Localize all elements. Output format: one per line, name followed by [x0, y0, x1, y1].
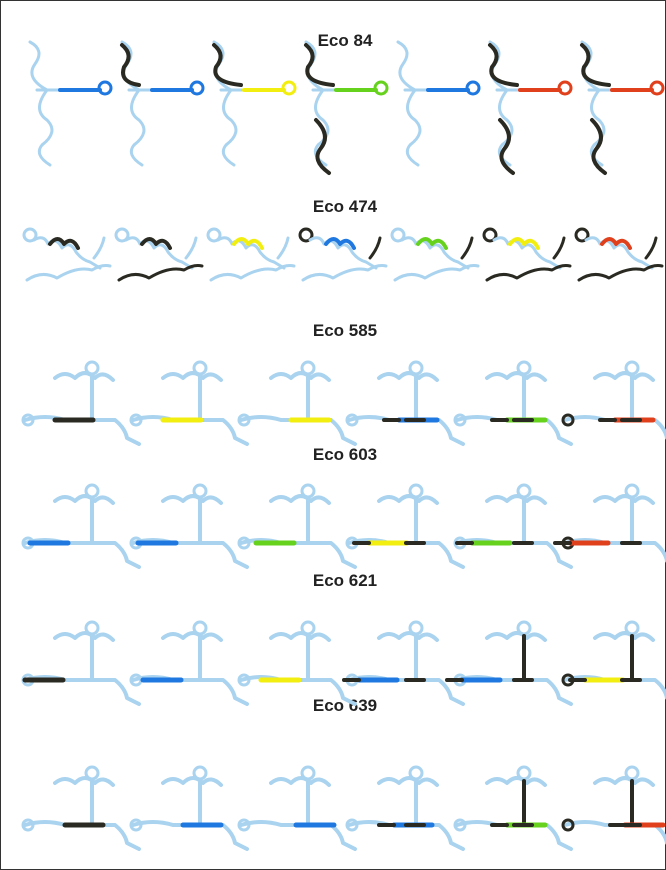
panel-title: Eco 474: [313, 197, 378, 216]
page: Eco 84 Eco 474 Eco 585 Eco 603 Eco 621 E…: [0, 0, 666, 870]
panel-title: Eco 621: [313, 571, 377, 590]
figure: Eco 84 Eco 474 Eco 585 Eco 603 Eco 621 E…: [0, 0, 666, 870]
frame: [1, 1, 666, 870]
panel-title: Eco 585: [313, 321, 377, 340]
panel-title: Eco 603: [313, 445, 377, 464]
panel-title: Eco 84: [318, 31, 373, 50]
